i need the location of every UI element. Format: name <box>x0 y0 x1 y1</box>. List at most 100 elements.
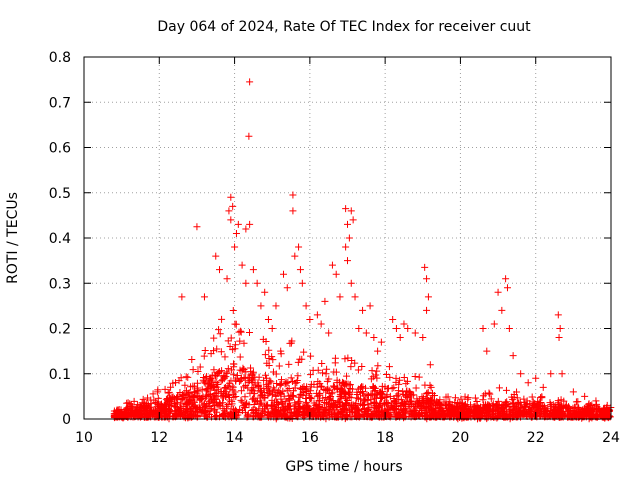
data-point <box>479 396 487 404</box>
data-point <box>175 377 183 385</box>
data-point <box>218 315 226 323</box>
data-point <box>603 407 611 415</box>
data-point <box>471 402 479 410</box>
data-point <box>265 354 273 362</box>
data-point <box>354 366 362 374</box>
data-point <box>501 399 509 407</box>
data-point <box>481 401 489 409</box>
data-point <box>236 337 244 345</box>
data-point <box>253 279 261 287</box>
data-point <box>231 243 239 251</box>
data-point <box>396 334 404 342</box>
y-tick-label: 0.3 <box>49 276 71 292</box>
data-point <box>483 347 491 355</box>
data-point <box>220 389 228 397</box>
data-point <box>263 374 271 382</box>
data-point <box>234 220 242 228</box>
data-point <box>188 355 196 363</box>
data-point <box>402 391 410 399</box>
data-point <box>190 388 198 396</box>
data-point <box>569 388 577 396</box>
data-point <box>247 364 255 372</box>
data-point <box>285 385 293 393</box>
data-point <box>367 399 375 407</box>
data-point <box>411 373 419 381</box>
data-point <box>194 367 202 375</box>
data-point <box>230 371 238 379</box>
data-point <box>418 403 426 411</box>
data-point <box>245 329 253 337</box>
data-point <box>236 366 244 374</box>
data-point <box>402 410 410 418</box>
data-point <box>214 380 222 388</box>
data-point <box>306 315 314 323</box>
data-point <box>558 370 566 378</box>
data-point <box>451 410 459 418</box>
data-point <box>433 398 441 406</box>
y-tick-label: 0.1 <box>49 367 71 383</box>
data-point <box>229 383 237 391</box>
data-point <box>428 389 436 397</box>
data-point <box>250 401 258 409</box>
data-point <box>395 380 403 388</box>
data-point <box>374 347 382 355</box>
data-point <box>541 403 549 411</box>
data-point <box>200 293 208 301</box>
data-point <box>294 408 302 416</box>
data-point <box>265 346 273 354</box>
x-tick-label: 18 <box>376 430 394 446</box>
data-point <box>347 207 355 215</box>
data-point <box>347 363 355 371</box>
data-point <box>528 406 536 414</box>
data-point <box>184 399 192 407</box>
data-point <box>335 410 343 418</box>
data-point <box>426 381 434 389</box>
data-point <box>537 399 545 407</box>
data-point <box>421 263 429 271</box>
data-point <box>332 270 340 278</box>
data-point <box>461 402 469 410</box>
data-point <box>426 411 434 419</box>
data-point <box>255 373 263 381</box>
data-point <box>494 288 502 296</box>
data-point <box>265 409 273 417</box>
data-point <box>502 275 510 283</box>
data-point <box>340 410 348 418</box>
data-point <box>375 402 383 410</box>
data-point <box>349 401 357 409</box>
data-point <box>328 261 336 269</box>
data-point <box>281 380 289 388</box>
data-point <box>212 399 220 407</box>
chart-title: Day 064 of 2024, Rate Of TEC Index for r… <box>157 19 531 35</box>
data-point <box>328 388 336 396</box>
data-point <box>136 410 144 418</box>
data-point <box>529 398 537 406</box>
data-point <box>242 400 250 408</box>
data-point <box>161 385 169 393</box>
data-point <box>371 394 379 402</box>
data-point <box>375 408 383 416</box>
data-point <box>424 388 432 396</box>
data-point <box>221 413 229 421</box>
data-point <box>193 407 201 415</box>
data-point <box>325 395 333 403</box>
data-point <box>245 132 253 140</box>
data-point <box>238 261 246 269</box>
data-point <box>322 370 330 378</box>
data-point <box>238 398 246 406</box>
data-point <box>439 409 447 417</box>
data-point <box>263 402 271 410</box>
data-point <box>249 266 257 274</box>
data-point <box>203 373 211 381</box>
data-point <box>402 380 410 388</box>
data-point <box>356 388 364 396</box>
data-point <box>139 411 147 419</box>
x-tick-label: 22 <box>527 430 545 446</box>
data-point <box>132 405 140 413</box>
data-point <box>381 394 389 402</box>
data-point <box>207 377 215 385</box>
data-point <box>229 202 237 210</box>
data-point <box>190 402 198 410</box>
data-point <box>199 376 207 384</box>
